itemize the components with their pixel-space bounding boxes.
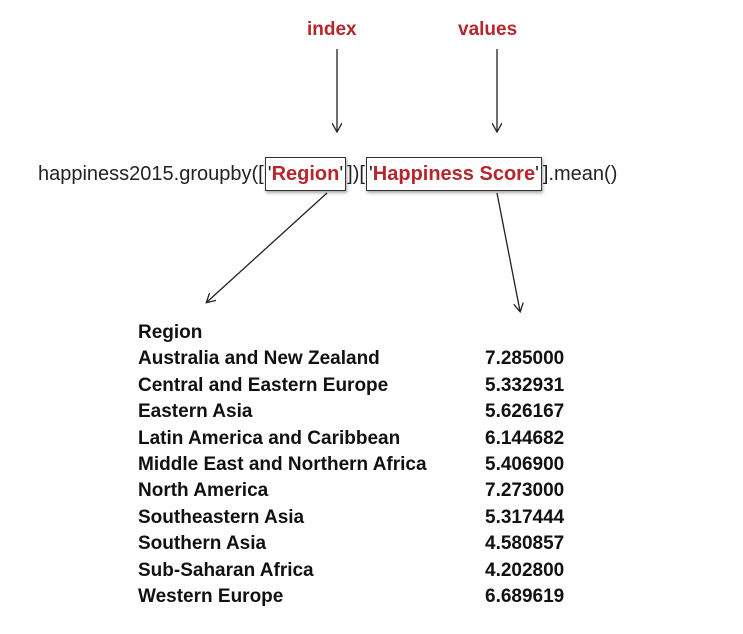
region-quote-open: ' [267, 163, 272, 185]
score-box: 'Happiness Score' [365, 157, 542, 191]
table-row: Eastern Asia 5.626167 [138, 399, 564, 425]
row-value: 7.273000 [485, 480, 565, 502]
row-value: 4.202800 [485, 559, 565, 581]
row-region: Middle East and Northern Africa [138, 453, 427, 475]
table-row: Western Europe 6.689619 [138, 584, 564, 610]
row-value: 7.285000 [485, 348, 565, 370]
score-to-values-arrow [496, 192, 520, 311]
table-row: Australia and New Zealand 7.285000 [138, 346, 564, 372]
row-region: Central and Eastern Europe [138, 374, 389, 396]
row-value: 5.332931 [485, 374, 565, 396]
row-region: Southern Asia [138, 533, 267, 555]
row-region: Sub-Saharan Africa [138, 559, 314, 581]
row-value: 6.689619 [485, 585, 565, 607]
row-value: 6.144682 [485, 427, 565, 449]
score-quote-close: ' [535, 163, 539, 185]
row-value: 4.580857 [485, 533, 565, 555]
region-quote-close: ' [339, 163, 344, 185]
table-row: Latin America and Caribbean 6.144682 [138, 426, 564, 452]
row-region: Latin America and Caribbean [138, 427, 401, 449]
region-to-index-arrow [207, 192, 328, 302]
row-region: North America [138, 480, 269, 502]
values-label: values [458, 19, 518, 40]
index-name-row: Region [138, 320, 564, 346]
code-middle: ])[ [347, 163, 365, 185]
table-row: Southern Asia 4.580857 [138, 531, 564, 557]
row-region: Eastern Asia [138, 401, 253, 423]
table-row: North America 7.273000 [138, 478, 564, 504]
table-row: Southeastern Asia 5.317444 [138, 505, 564, 531]
index-name: Region [138, 322, 203, 343]
code-prefix: happiness2015.groupby([ [38, 163, 264, 185]
row-region: Australia and New Zealand [138, 348, 380, 370]
row-value: 5.406900 [485, 453, 565, 475]
row-value: 5.626167 [485, 401, 565, 423]
region-key: Region [271, 163, 340, 185]
row-region: Southeastern Asia [138, 506, 305, 528]
row-value: 5.317444 [485, 506, 565, 528]
table-row: Sub-Saharan Africa 4.202800 [138, 558, 564, 584]
score-key: Happiness Score [372, 163, 536, 185]
index-label: index [307, 19, 357, 40]
table-row: Middle East and Northern Africa 5.406900 [138, 452, 564, 478]
row-region: Western Europe [138, 585, 284, 607]
region-box: 'Region' [264, 157, 347, 191]
score-quote-open: ' [368, 163, 373, 185]
table-row: Central and Eastern Europe 5.332931 [138, 373, 564, 399]
output-table: Region Australia and New Zealand 7.285000… [138, 320, 564, 610]
code-line: happiness2015.groupby(['Region'])['Happi… [38, 157, 617, 191]
code-suffix: ].mean() [542, 163, 618, 185]
